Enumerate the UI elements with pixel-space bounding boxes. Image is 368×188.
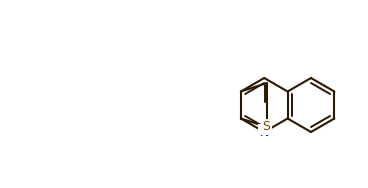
Text: S: S: [262, 120, 270, 133]
Text: N: N: [259, 126, 269, 139]
